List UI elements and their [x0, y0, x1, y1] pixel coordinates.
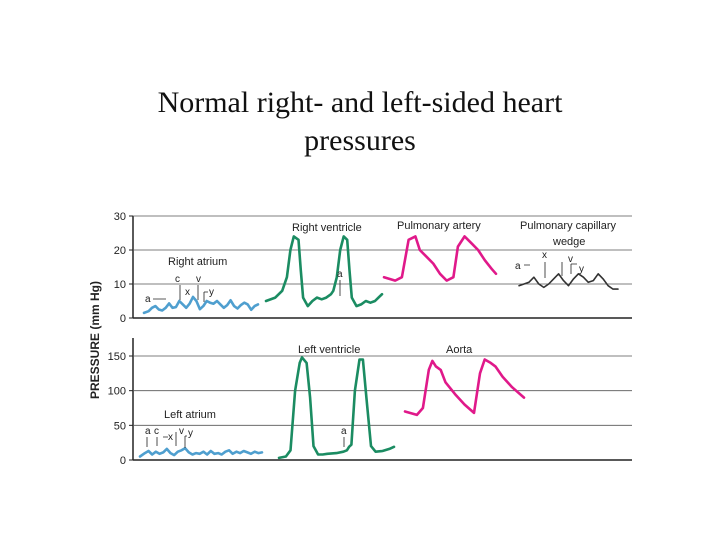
ra-wave-x: x [185, 287, 190, 298]
y-tick-label: 100 [108, 386, 126, 398]
y-tick-label: 50 [114, 420, 126, 432]
series-line-pulmonary-artery [382, 235, 498, 282]
y-axis-label: PRESSURE (mm Hg) [88, 281, 102, 399]
label-left-ventricle: Left ventricle [298, 344, 360, 356]
y-tick-label: 30 [114, 211, 126, 223]
series-line-left-ventricle [277, 356, 396, 460]
ra-annotation-brackets [153, 285, 208, 302]
ra-wave-c: c [175, 274, 180, 285]
label-right-atrium: Right atrium [168, 256, 227, 268]
slide-title: Normal right- and left-sided heart press… [0, 84, 720, 160]
y-tick-label: 0 [120, 455, 126, 467]
pcw-annotation-brackets [524, 262, 577, 278]
top-panel-ticks: 0 10 20 30 [114, 211, 133, 325]
series-line-pulmonary-capillary-wedge [518, 273, 619, 290]
ra-wave-v: v [196, 274, 201, 285]
series-layer [138, 235, 619, 460]
la-annotation-brackets [146, 432, 187, 448]
bottom-panel-ticks: 0 50 100 150 [108, 351, 133, 467]
label-right-ventricle: Right ventricle [292, 222, 362, 234]
label-left-atrium: Left atrium [164, 409, 216, 421]
y-tick-label: 150 [108, 351, 126, 363]
ra-wave-y: y [209, 287, 214, 298]
series-line-right-ventricle [264, 235, 384, 308]
lv-wave-a: a [341, 426, 347, 437]
slide-title-line2: pressures [304, 124, 416, 157]
la-wave-x: x [168, 432, 173, 443]
series-line-aorta [403, 358, 526, 417]
slide-title-line1: Normal right- and left-sided heart [157, 86, 563, 119]
y-tick-label: 0 [120, 313, 126, 325]
label-pcw-line2: wedge [552, 236, 585, 248]
label-pulmonary-artery: Pulmonary artery [397, 220, 481, 232]
pcw-wave-y: y [579, 264, 584, 275]
ra-wave-a: a [145, 294, 151, 305]
y-tick-label: 20 [114, 245, 126, 257]
la-wave-a: a [145, 426, 151, 437]
series-line-right-atrium [142, 295, 260, 315]
rv-wave-a: a [337, 269, 343, 280]
la-wave-c: c [154, 426, 159, 437]
pcw-wave-a: a [515, 261, 521, 272]
pcw-wave-v: v [568, 254, 573, 265]
pcw-wave-x: x [542, 250, 547, 261]
y-tick-label: 10 [114, 279, 126, 291]
series-line-left-atrium [138, 446, 264, 458]
la-wave-v: v [179, 426, 184, 437]
la-wave-y: y [188, 428, 193, 439]
label-aorta: Aorta [446, 344, 473, 356]
label-pcw-line1: Pulmonary capillary [520, 220, 616, 232]
bottom-panel-grid [133, 355, 632, 426]
